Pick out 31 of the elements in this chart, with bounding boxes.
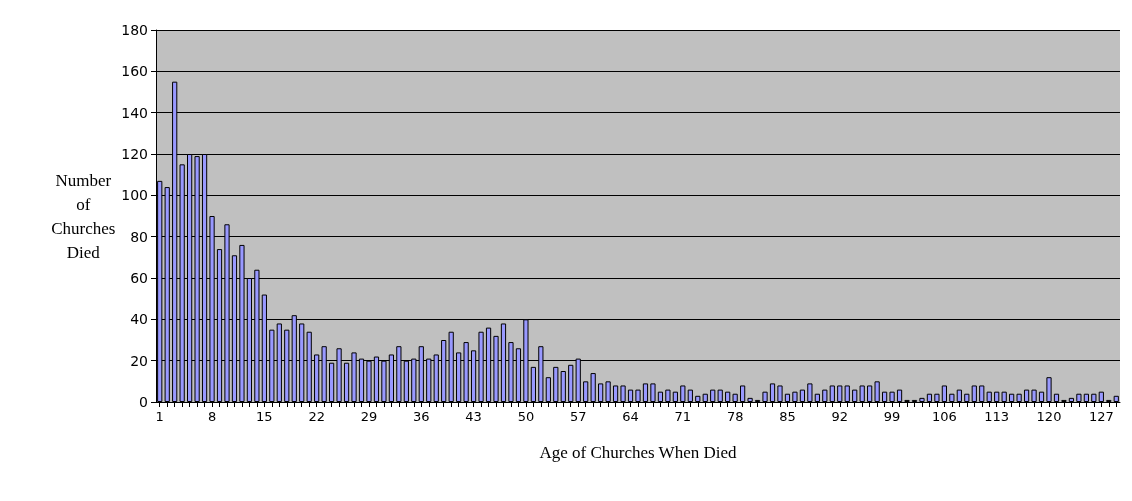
x-tick-label: 113 bbox=[984, 409, 1010, 424]
y-tick-label: 140 bbox=[121, 104, 148, 121]
x-tick-label: 22 bbox=[308, 409, 325, 424]
x-tick-label: 36 bbox=[413, 409, 430, 424]
x-tick-label: 99 bbox=[883, 409, 901, 424]
x-tick-label: 71 bbox=[674, 409, 692, 424]
y-tick-label: 180 bbox=[121, 22, 148, 38]
x-tick-label: 78 bbox=[726, 409, 744, 424]
x-tick-label: 64 bbox=[622, 409, 639, 424]
x-tick-label: 85 bbox=[779, 409, 796, 424]
x-tick-label: 57 bbox=[569, 409, 587, 424]
x-tick-label: 43 bbox=[465, 409, 482, 424]
x-tick-label: 120 bbox=[1036, 409, 1062, 424]
x-tick-label: 15 bbox=[256, 409, 273, 424]
y-tick-label: 100 bbox=[121, 187, 148, 204]
y-tick-label: 120 bbox=[121, 146, 148, 162]
x-tick-label: 1 bbox=[155, 409, 164, 424]
y-tick-label: 20 bbox=[130, 352, 148, 369]
x-tick-label: 92 bbox=[831, 409, 849, 424]
x-tick-label: 8 bbox=[207, 409, 217, 424]
y-tick-label: 40 bbox=[130, 311, 148, 328]
x-tick-label: 29 bbox=[360, 409, 378, 424]
y-tick-label: 0 bbox=[139, 394, 148, 410]
x-axis-title: Age of Churches When Died bbox=[539, 443, 737, 462]
x-tick-label: 50 bbox=[517, 409, 535, 424]
x-tick-label: 127 bbox=[1088, 409, 1114, 424]
y-tick-label: 160 bbox=[121, 63, 148, 80]
y-tick-label: 80 bbox=[130, 228, 148, 245]
x-tick-label: 106 bbox=[931, 409, 957, 424]
y-tick-label: 60 bbox=[130, 270, 148, 286]
y-axis-title: Number of Churches Died bbox=[51, 170, 116, 262]
